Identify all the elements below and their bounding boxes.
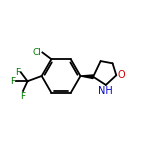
Text: F: F — [10, 77, 16, 86]
Text: F: F — [15, 68, 20, 77]
Text: O: O — [117, 69, 125, 79]
Text: Cl: Cl — [33, 48, 42, 57]
Text: F: F — [21, 92, 26, 101]
Polygon shape — [80, 75, 93, 79]
Text: NH: NH — [98, 86, 113, 96]
